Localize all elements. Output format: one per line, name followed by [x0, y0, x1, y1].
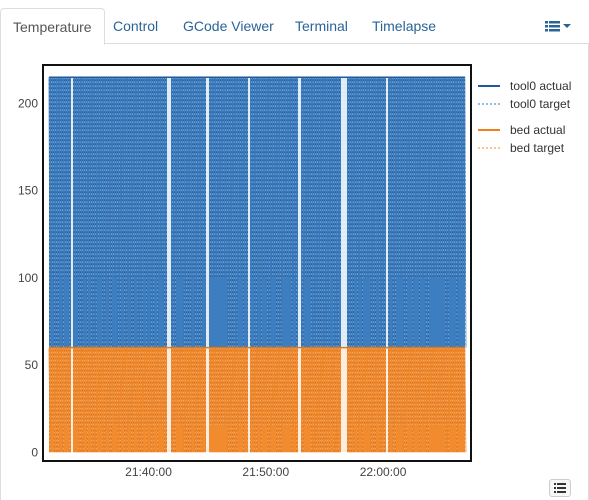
tab-label: GCode Viewer	[183, 18, 274, 34]
data-gap	[386, 76, 388, 454]
tab-bar: Temperature Control GCode Viewer Termina…	[0, 0, 589, 45]
data-gap	[341, 76, 347, 454]
x-tick-label: 21:40:00	[125, 465, 172, 479]
tool0-actual-line	[48, 77, 467, 348]
temperature-panel: 0 50 100 150 200 21:40:00 21:50:00 22:00:00 tool…	[0, 43, 589, 500]
plot-frame	[42, 64, 472, 462]
tabs-menu-dropdown[interactable]	[538, 14, 578, 40]
legend-toggle-button[interactable]	[549, 479, 571, 497]
bed-target-line	[48, 347, 467, 453]
list-icon	[554, 483, 566, 493]
tab-label: Terminal	[295, 18, 348, 34]
data-gap	[248, 76, 250, 454]
x-tick-label: 22:00:00	[360, 465, 407, 479]
tab-temperature[interactable]: Temperature	[0, 8, 105, 45]
list-icon	[545, 21, 571, 32]
tab-control[interactable]: Control	[101, 8, 170, 44]
legend-label: tool0 target	[510, 97, 571, 111]
temperature-chart: 0 50 100 150 200 21:40:00 21:50:00 22:00:00 tool…	[18, 64, 571, 479]
data-gap	[167, 76, 171, 454]
data-gap	[298, 76, 301, 454]
y-tick-label: 50	[25, 358, 39, 372]
tab-terminal[interactable]: Terminal	[283, 8, 360, 44]
tab-label: Temperature	[13, 19, 92, 35]
x-tick-label: 21:50:00	[242, 465, 289, 479]
legend-label: bed target	[510, 141, 565, 155]
y-tick-label: 0	[31, 445, 38, 459]
y-tick-label: 150	[18, 184, 38, 198]
legend-label: tool0 actual	[510, 79, 571, 93]
data-gap	[206, 76, 209, 454]
data-gap	[71, 76, 73, 454]
tab-label: Control	[113, 18, 159, 34]
tab-gcode-viewer[interactable]: GCode Viewer	[171, 8, 286, 44]
legend-label: bed actual	[510, 123, 565, 137]
tab-timelapse[interactable]: Timelapse	[360, 8, 448, 44]
y-tick-label: 200	[18, 96, 38, 110]
caret-down-icon	[563, 24, 571, 28]
y-tick-label: 100	[18, 271, 38, 285]
tab-label: Timelapse	[372, 18, 437, 34]
